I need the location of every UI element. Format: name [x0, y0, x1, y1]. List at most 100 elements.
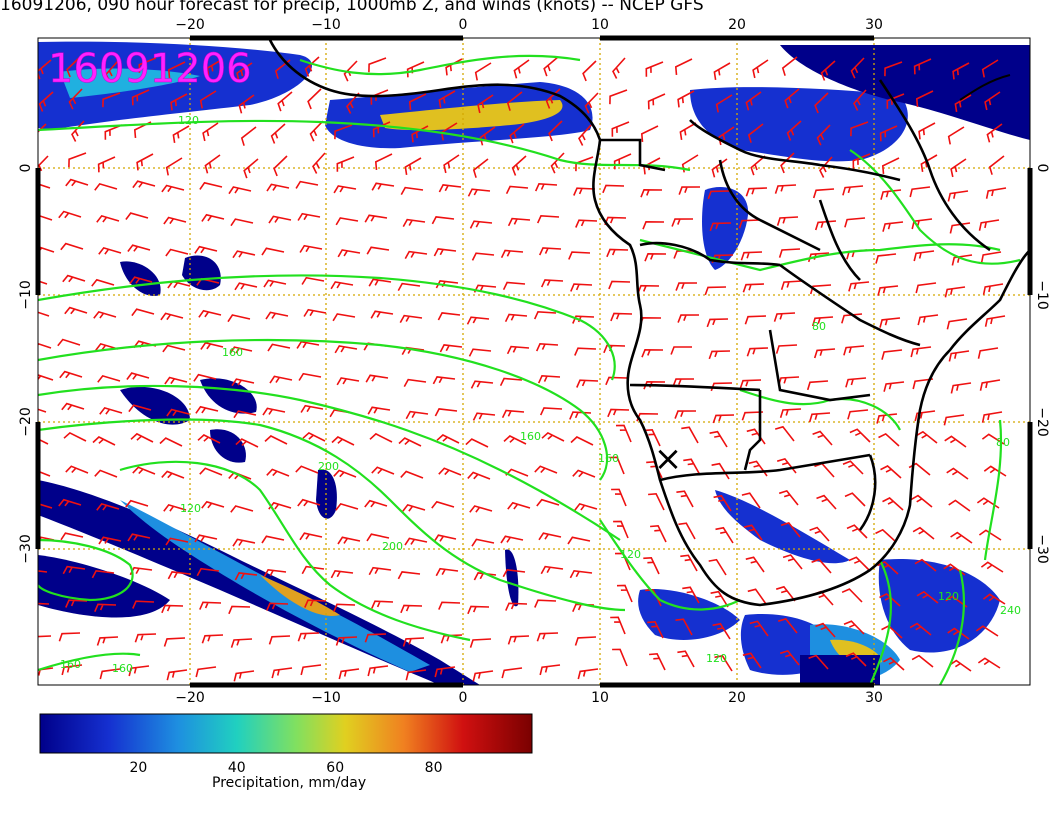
- wind-barb: [299, 244, 323, 253]
- wind-barb: [468, 348, 492, 357]
- height-contour-line: [939, 569, 966, 685]
- precipitation-layer: [38, 41, 1030, 685]
- wind-barb: [877, 285, 899, 296]
- national-border: [639, 241, 781, 267]
- wind-barb: [584, 92, 599, 114]
- wind-barb: [915, 90, 934, 107]
- wind-barb: [368, 278, 392, 287]
- wind-barb: [777, 617, 798, 634]
- wind-barb: [708, 558, 727, 576]
- wind-barb: [263, 568, 287, 578]
- wind-barb: [678, 522, 696, 540]
- height-contour-line: [38, 652, 141, 672]
- wind-barb: [534, 465, 558, 474]
- wind-barb: [786, 120, 802, 141]
- wind-barb: [65, 599, 88, 608]
- wind-barb: [404, 537, 428, 546]
- wind-barb: [781, 56, 798, 76]
- wind-barb: [806, 380, 829, 391]
- wind-barb: [640, 125, 659, 142]
- lon-tick-label: 30: [865, 17, 883, 33]
- wind-barb: [910, 346, 932, 358]
- wind-barb: [431, 216, 455, 225]
- precip-area: [505, 549, 519, 607]
- wind-barb: [506, 345, 530, 355]
- lon-tick-label: −10: [311, 17, 341, 33]
- wind-barb: [230, 638, 253, 648]
- wind-barb: [675, 618, 693, 636]
- wind-barb: [841, 313, 863, 324]
- wind-barb: [268, 635, 291, 645]
- wind-barb: [578, 124, 592, 146]
- wind-barb: [782, 554, 803, 570]
- wind-barb: [672, 378, 695, 387]
- frame-tick-bars: [35, 35, 1033, 688]
- wind-barb: [500, 249, 524, 259]
- wind-barb: [509, 123, 525, 144]
- wind-barb: [710, 590, 729, 608]
- lat-tick-label: −10: [18, 280, 34, 310]
- wind-barb: [812, 188, 835, 199]
- wind-barb: [538, 532, 562, 541]
- wind-barb: [298, 372, 322, 381]
- wind-barb: [679, 122, 697, 141]
- height-contour-line: [38, 338, 609, 481]
- wind-barb: [261, 535, 285, 544]
- wind-barb: [875, 528, 897, 543]
- wind-barb: [640, 188, 663, 198]
- wind-barb: [819, 156, 833, 178]
- wind-barb: [63, 431, 87, 442]
- wind-barb: [511, 155, 527, 176]
- precip-area: [60, 68, 200, 98]
- wind-barb: [97, 156, 116, 173]
- wind-barb: [674, 58, 693, 75]
- wind-barb: [38, 502, 53, 509]
- wind-barb: [368, 57, 387, 73]
- wind-barb: [202, 122, 219, 142]
- wind-barb: [816, 494, 837, 510]
- wind-barb: [504, 313, 528, 323]
- wind-barb: [472, 158, 489, 178]
- wind-barb: [307, 88, 322, 110]
- wind-barb: [535, 342, 559, 352]
- wind-barb: [947, 627, 970, 640]
- wind-barb: [232, 250, 256, 259]
- wind-barb: [773, 312, 796, 322]
- wind-barb: [573, 187, 596, 196]
- precip-area: [38, 41, 312, 130]
- wind-barb: [297, 632, 320, 642]
- contour-label: 160: [520, 430, 541, 443]
- wind-barb: [471, 252, 495, 261]
- wind-barb: [570, 436, 594, 446]
- wind-barb: [918, 122, 936, 140]
- wind-barb: [647, 620, 664, 639]
- wind-barb: [127, 244, 151, 252]
- wind-barb: [611, 488, 627, 507]
- wind-barb: [577, 668, 599, 680]
- lat-tick-label: 0: [18, 164, 34, 173]
- colorbar-ticks: 20 40 60 80: [129, 760, 442, 776]
- wind-barb: [774, 184, 797, 194]
- wind-barb: [161, 470, 185, 479]
- wind-barb: [708, 350, 731, 360]
- wind-barb: [201, 500, 225, 509]
- wind-barb: [539, 407, 563, 416]
- wind-barb: [536, 632, 559, 642]
- wind-barb: [745, 91, 762, 111]
- wind-barb: [467, 188, 491, 197]
- wind-barb: [844, 492, 866, 507]
- top-lon-labels: −20 −10 0 10 20 30: [175, 17, 883, 33]
- wind-barb: [909, 622, 932, 636]
- wind-barb: [875, 253, 897, 264]
- wind-barb: [262, 407, 286, 416]
- wind-barb: [126, 372, 150, 380]
- wind-barb: [233, 410, 257, 419]
- wind-barb: [915, 282, 937, 294]
- wind-barb: [166, 669, 188, 681]
- wind-barb: [434, 666, 456, 678]
- wind-barb: [125, 499, 149, 508]
- wind-barb: [38, 214, 53, 221]
- wind-barb: [330, 569, 354, 579]
- wind-barb: [843, 620, 865, 635]
- wind-barb: [333, 603, 356, 613]
